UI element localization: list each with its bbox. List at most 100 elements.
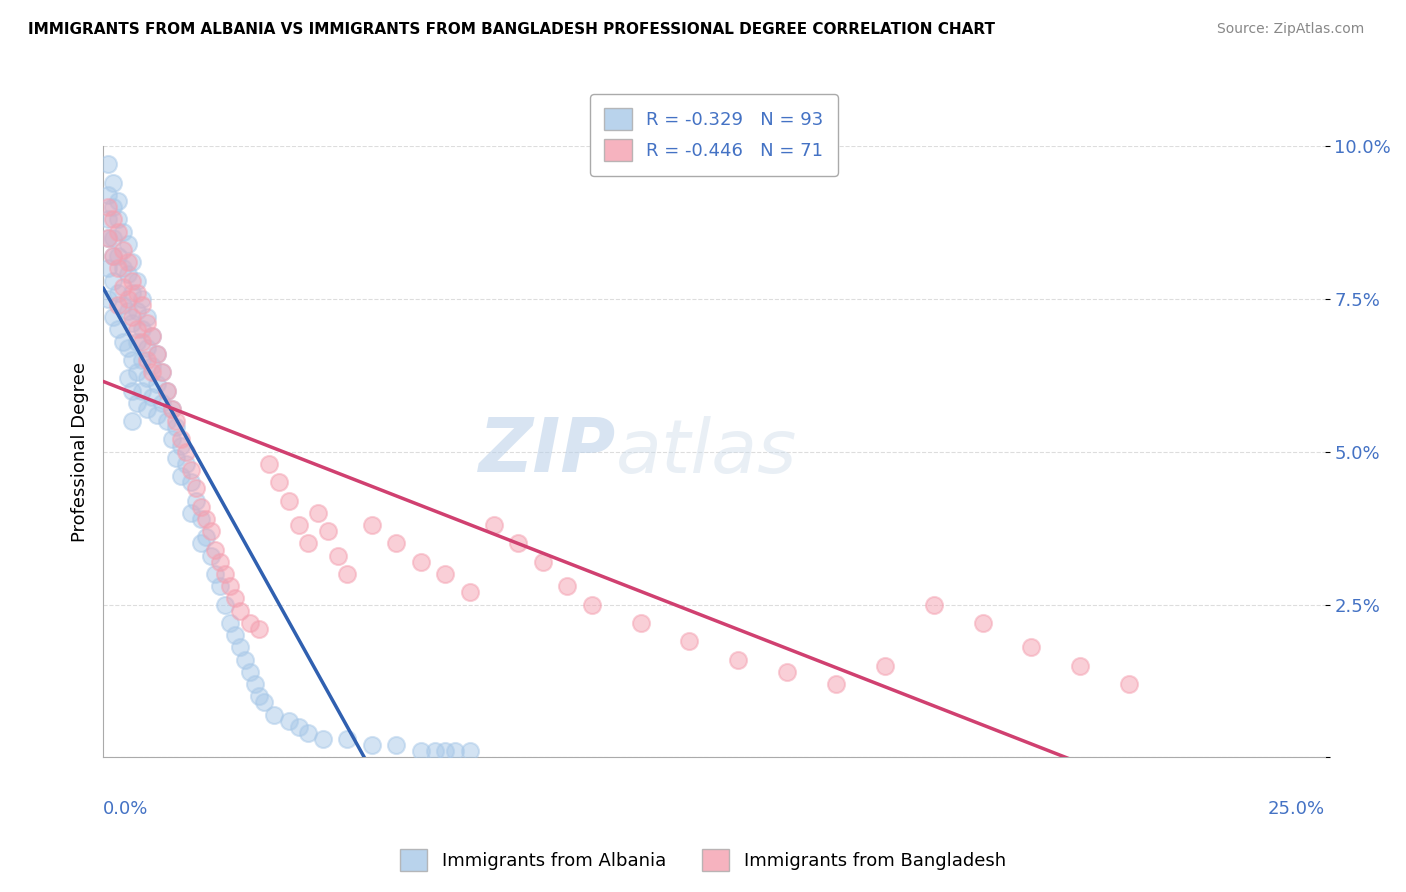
Point [121,414,143,428]
Point [160,401,183,416]
Point [127,304,149,318]
Point [326,549,349,563]
Point [121,310,143,325]
Text: ZIP: ZIP [479,415,616,488]
Point [165,420,187,434]
Point [434,744,457,758]
Point [160,433,183,447]
Point [117,341,139,355]
Point [141,359,163,373]
Point [209,579,232,593]
Point [297,726,319,740]
Point [200,524,222,539]
Point [180,475,202,490]
Point [170,439,193,453]
Point [825,677,848,691]
Point [170,469,193,483]
Point [873,658,896,673]
Point [97,261,120,276]
Point [200,549,222,563]
Point [277,714,299,728]
Point [117,304,139,318]
Point [243,677,266,691]
Point [131,292,153,306]
Point [141,365,163,379]
Point [101,231,124,245]
Point [107,225,129,239]
Point [678,634,700,648]
Point [174,457,197,471]
Point [727,652,749,666]
Point [174,444,197,458]
Point [136,316,159,330]
Point [630,615,652,630]
Point [229,604,252,618]
Point [111,261,134,276]
Point [107,298,129,312]
Point [249,622,271,636]
Point [150,365,173,379]
Point [233,652,256,666]
Point [141,328,163,343]
Point [180,506,202,520]
Point [121,316,143,330]
Point [409,555,432,569]
Point [101,310,124,325]
Point [141,390,163,404]
Legend: Immigrants from Albania, Immigrants from Bangladesh: Immigrants from Albania, Immigrants from… [394,842,1012,879]
Point [555,579,578,593]
Point [97,231,120,245]
Point [146,377,169,392]
Point [307,506,329,520]
Point [127,273,149,287]
Point [97,292,120,306]
Point [117,255,139,269]
Point [97,200,120,214]
Point [1021,640,1043,655]
Point [131,298,153,312]
Text: atlas: atlas [616,416,797,488]
Point [190,536,212,550]
Point [360,738,382,752]
Point [101,249,124,263]
Point [249,690,271,704]
Point [922,598,945,612]
Text: 0.0%: 0.0% [103,800,149,818]
Point [257,457,280,471]
Point [146,408,169,422]
Point [150,365,173,379]
Point [312,732,335,747]
Point [127,334,149,349]
Point [444,744,467,758]
Point [316,524,339,539]
Point [136,341,159,355]
Point [224,591,246,606]
Point [107,212,129,227]
Point [127,365,149,379]
Point [150,396,173,410]
Point [1069,658,1091,673]
Point [170,433,193,447]
Point [107,261,129,276]
Point [107,322,129,336]
Point [204,542,226,557]
Text: IMMIGRANTS FROM ALBANIA VS IMMIGRANTS FROM BANGLADESH PROFESSIONAL DEGREE CORREL: IMMIGRANTS FROM ALBANIA VS IMMIGRANTS FR… [28,22,995,37]
Point [385,738,408,752]
Point [336,566,359,581]
Point [184,482,207,496]
Point [117,292,139,306]
Point [239,665,262,679]
Point [121,273,143,287]
Point [194,512,217,526]
Point [277,493,299,508]
Point [97,231,120,245]
Point [111,298,134,312]
Point [117,371,139,385]
Point [127,396,149,410]
Point [117,236,139,251]
Point [776,665,799,679]
Point [972,615,994,630]
Point [219,615,242,630]
Point [165,450,187,465]
Point [508,536,530,550]
